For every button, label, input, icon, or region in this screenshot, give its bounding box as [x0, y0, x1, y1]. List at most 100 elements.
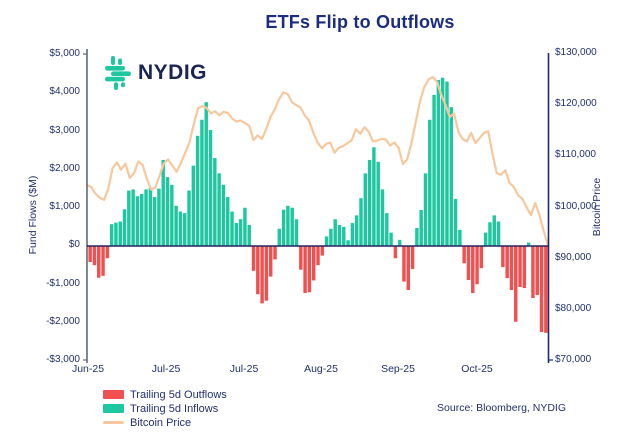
bar — [509, 246, 514, 290]
legend-item: Trailing 5d Outflows — [103, 388, 227, 401]
bar — [178, 211, 183, 246]
bar — [268, 246, 273, 277]
bar — [367, 159, 372, 246]
legend-label: Bitcoin Price — [130, 416, 192, 429]
bar — [518, 246, 522, 287]
bar — [385, 213, 389, 246]
bar — [307, 246, 312, 293]
bar — [333, 219, 337, 246]
bar — [92, 246, 97, 266]
legend-item: Bitcoin Price — [103, 416, 227, 429]
bar — [531, 246, 535, 299]
bar — [204, 102, 208, 247]
legend-label: Trailing 5d Inflows — [130, 402, 219, 415]
bar — [118, 221, 122, 246]
bar — [445, 81, 449, 246]
bar — [256, 246, 260, 295]
bar — [320, 246, 325, 256]
inflow-bars — [109, 77, 531, 247]
bar — [290, 207, 294, 246]
bar — [140, 193, 144, 246]
bar — [127, 190, 131, 246]
bar — [174, 205, 178, 246]
bar — [346, 240, 350, 246]
axes — [83, 49, 553, 363]
bar — [372, 147, 376, 246]
bar — [410, 246, 415, 269]
legend-label: Trailing 5d Outflows — [130, 388, 227, 401]
bar — [311, 246, 316, 281]
nydig-logo-text: NYDIG — [138, 61, 208, 84]
bar — [354, 215, 359, 246]
legend-line-icon — [103, 421, 124, 424]
bar — [423, 173, 428, 246]
bar — [221, 184, 226, 246]
bar — [406, 246, 410, 290]
bar — [299, 246, 303, 270]
bar — [350, 223, 355, 246]
bar — [170, 184, 174, 246]
bar — [148, 187, 153, 246]
bar — [496, 221, 501, 246]
bar — [359, 198, 363, 246]
bar — [449, 107, 453, 247]
bar — [342, 226, 346, 247]
right-axis-title: Bitcoin Price — [591, 177, 603, 237]
bar — [539, 246, 544, 333]
bar — [363, 173, 368, 246]
bar — [277, 228, 282, 246]
bar — [144, 189, 148, 246]
bar — [526, 242, 531, 246]
bar — [389, 232, 393, 246]
bar — [505, 246, 509, 279]
source-note: Source: Bloomberg, NYDIG — [437, 402, 566, 414]
bar — [226, 197, 230, 246]
bar — [397, 239, 402, 246]
bar — [251, 246, 256, 271]
bar — [264, 246, 269, 301]
bar — [273, 246, 277, 260]
bar — [135, 196, 140, 247]
bar — [514, 246, 518, 322]
legend-swatch-icon — [103, 404, 124, 413]
bar — [436, 80, 441, 246]
bar — [208, 130, 213, 246]
legend: Trailing 5d Outflows Trailing 5d Inflows B… — [103, 388, 227, 429]
bar — [131, 189, 135, 246]
bar — [535, 246, 539, 295]
bar — [183, 213, 187, 246]
chart-title: ETFs Flip to Outflows — [265, 12, 455, 32]
bar — [281, 209, 286, 246]
bar — [195, 135, 200, 246]
bar — [101, 246, 105, 276]
bar — [488, 222, 492, 246]
bar — [234, 223, 239, 246]
bar — [544, 246, 548, 333]
bar — [187, 190, 191, 246]
bar — [230, 211, 234, 246]
bar — [200, 119, 204, 246]
bar — [483, 232, 488, 246]
bar — [109, 224, 114, 246]
bar — [428, 119, 432, 246]
bar — [260, 246, 264, 304]
bar — [471, 246, 475, 294]
outflow-bars — [88, 246, 548, 333]
bar — [161, 159, 165, 246]
bar — [191, 165, 196, 247]
legend-item: Trailing 5d Inflows — [103, 402, 227, 415]
bar — [522, 246, 527, 289]
bar — [247, 224, 251, 246]
bar — [453, 198, 458, 246]
bar — [324, 236, 329, 246]
left-axis-title: Fund Flows ($M) — [27, 175, 39, 255]
bar — [157, 188, 161, 247]
bar — [165, 177, 170, 246]
bar — [380, 189, 385, 246]
bar — [466, 246, 471, 281]
bar — [316, 246, 320, 266]
bar — [415, 228, 419, 246]
bar — [492, 215, 496, 246]
bar — [475, 246, 479, 285]
